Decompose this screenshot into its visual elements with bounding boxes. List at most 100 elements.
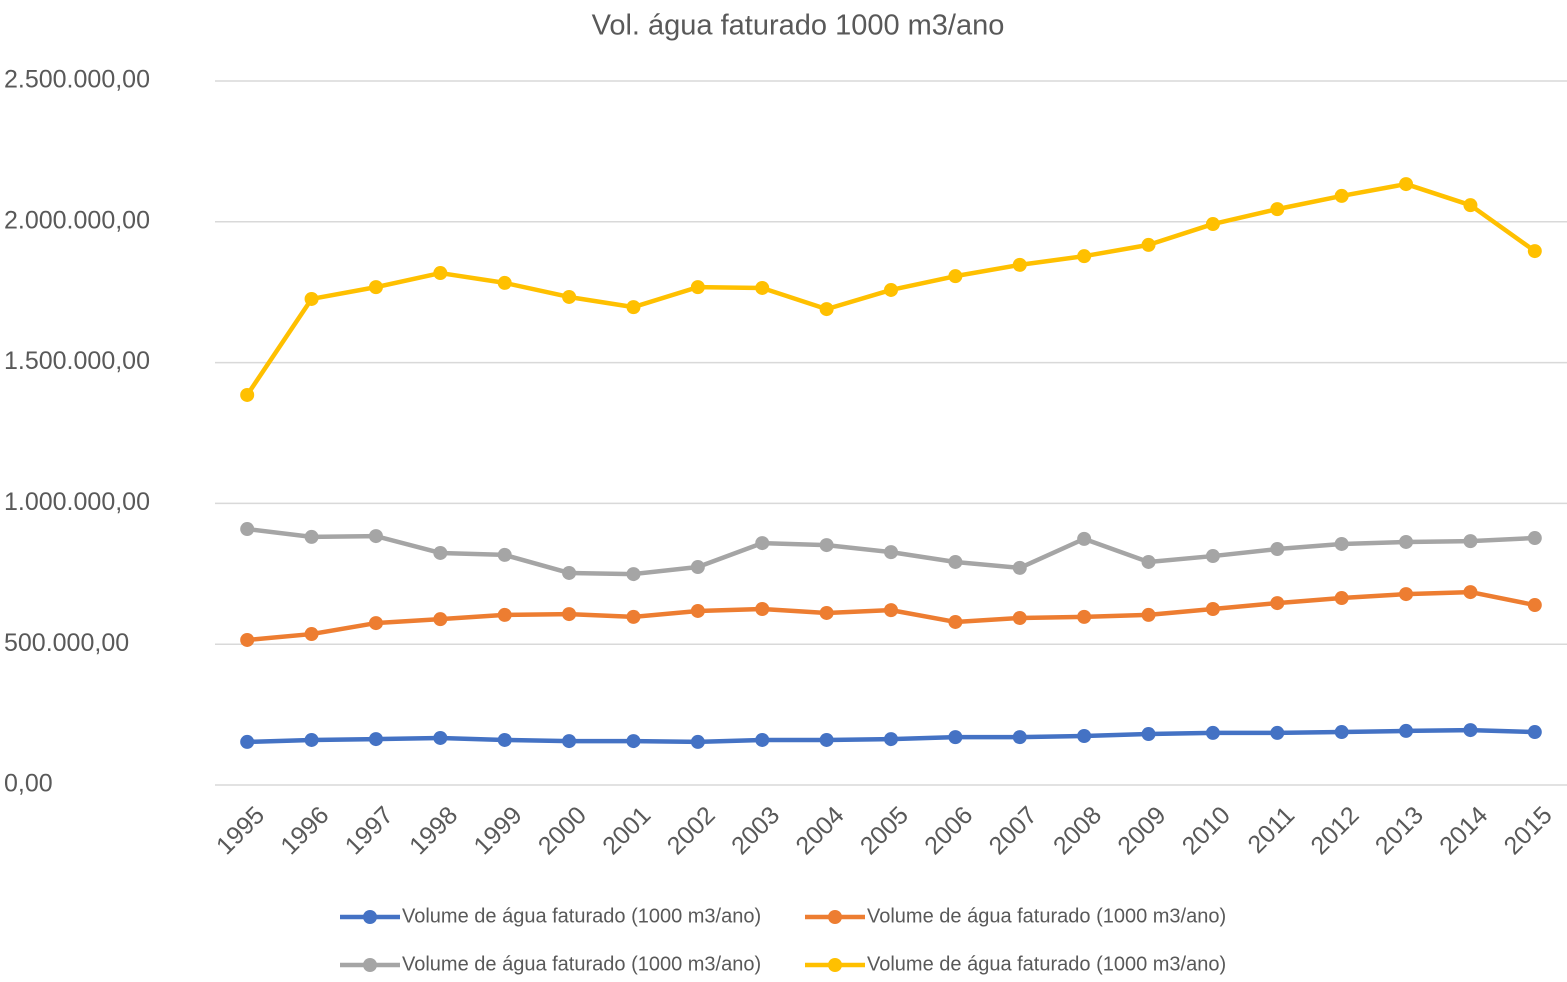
data-point — [1141, 237, 1156, 252]
data-point — [690, 734, 705, 749]
data-point — [433, 545, 448, 560]
data-point — [1012, 611, 1027, 626]
data-point — [497, 732, 512, 747]
data-point — [755, 602, 770, 616]
data-point — [1141, 554, 1156, 569]
legend-label: Volume de água faturado (1000 m3/ano) — [402, 953, 761, 975]
x-tick-label: 2001 — [597, 801, 656, 860]
data-point — [1334, 591, 1349, 606]
data-point — [497, 547, 512, 562]
data-point — [626, 734, 641, 749]
legend-marker — [363, 910, 377, 924]
legend-label: Volume de água faturado (1000 m3/ano) — [402, 905, 761, 927]
data-point — [1270, 202, 1285, 217]
data-point — [1205, 217, 1220, 232]
data-point — [1270, 725, 1285, 740]
data-point — [819, 605, 834, 620]
x-tick-label: 2008 — [1048, 801, 1107, 860]
data-point — [819, 538, 834, 553]
data-point — [1205, 549, 1220, 564]
data-point — [1527, 725, 1542, 740]
data-point — [1399, 723, 1414, 738]
data-point — [1527, 531, 1542, 546]
data-point — [1463, 198, 1478, 213]
data-point — [304, 732, 319, 747]
x-tick-label: 2005 — [855, 801, 914, 860]
data-point — [626, 609, 641, 624]
data-point — [1334, 188, 1349, 203]
data-point — [1077, 249, 1092, 264]
y-tick-label: 0,00 — [4, 770, 53, 798]
data-point — [690, 603, 705, 618]
data-point — [562, 607, 577, 622]
data-point — [1077, 531, 1092, 546]
data-point — [626, 567, 641, 582]
data-point — [1463, 723, 1478, 738]
data-point — [1012, 257, 1027, 272]
data-point — [1141, 727, 1156, 742]
data-point — [562, 734, 577, 749]
chart-title: Vol. água faturado 1000 m3/ano — [592, 10, 1005, 42]
x-tick-label: 2011 — [1242, 801, 1300, 859]
data-point — [497, 607, 512, 622]
data-point — [690, 280, 705, 295]
legend-label: Volume de água faturado (1000 m3/ano) — [867, 953, 1226, 975]
data-point — [240, 387, 255, 402]
data-point — [304, 627, 319, 642]
data-point — [1012, 560, 1027, 575]
data-point — [884, 732, 898, 747]
data-point — [562, 289, 577, 304]
x-tick-label: 2010 — [1177, 801, 1236, 860]
data-point — [1012, 730, 1027, 745]
data-point — [240, 734, 255, 749]
data-point — [240, 632, 255, 647]
data-point — [433, 612, 448, 627]
data-point — [948, 614, 963, 629]
data-point — [1205, 725, 1220, 740]
x-tick-label: 2002 — [662, 801, 721, 860]
y-tick-label: 1.500.000,00 — [4, 347, 150, 375]
legend-marker — [363, 958, 377, 972]
data-point — [819, 732, 834, 747]
legend-label: Volume de água faturado (1000 m3/ano) — [867, 905, 1226, 927]
x-tick-label: 1997 — [340, 801, 399, 860]
data-point — [1270, 542, 1285, 557]
x-tick-label: 2006 — [919, 801, 978, 860]
data-point — [1334, 536, 1349, 551]
y-tick-label: 2.500.000,00 — [4, 66, 150, 94]
x-tick-label: 2015 — [1499, 801, 1558, 860]
data-point — [368, 529, 383, 544]
x-tick-label: 2013 — [1370, 801, 1429, 860]
x-tick-label: 2003 — [726, 801, 785, 860]
data-point — [884, 603, 898, 618]
data-point — [433, 266, 448, 281]
x-tick-label: 2012 — [1305, 801, 1364, 860]
data-point — [1527, 598, 1542, 613]
data-point — [562, 565, 577, 580]
data-point — [690, 560, 705, 575]
data-point — [755, 536, 770, 551]
data-point — [368, 616, 383, 631]
x-tick-label: 2004 — [790, 801, 849, 860]
legend-marker — [828, 910, 842, 924]
data-point — [1270, 596, 1285, 611]
data-point — [948, 554, 963, 569]
y-tick-label: 1.000.000,00 — [4, 488, 150, 516]
data-point — [948, 269, 963, 284]
y-tick-label: 2.000.000,00 — [4, 206, 150, 234]
data-point — [240, 522, 255, 537]
y-tick-label: 500.000,00 — [4, 629, 129, 657]
data-point — [1399, 587, 1414, 602]
x-tick-label: 2000 — [533, 801, 592, 860]
data-point — [304, 291, 319, 306]
x-tick-label: 1996 — [275, 801, 334, 860]
data-point — [497, 275, 512, 290]
data-point — [1463, 534, 1478, 549]
data-point — [884, 545, 898, 560]
data-point — [948, 730, 963, 745]
data-point — [1527, 244, 1542, 259]
data-point — [1077, 609, 1092, 624]
data-point — [819, 302, 834, 317]
